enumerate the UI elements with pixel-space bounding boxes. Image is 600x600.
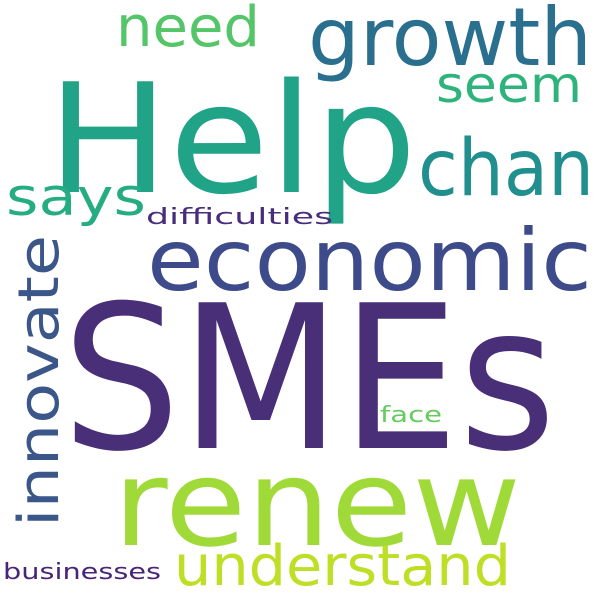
word-says: says <box>6 168 146 228</box>
word-seem: seem <box>436 56 582 114</box>
word-renew: renew <box>113 435 521 574</box>
word-difficulties: difficulties <box>146 205 333 230</box>
word-chan: chan <box>418 124 594 214</box>
word-economic: economic <box>147 211 592 311</box>
word-innovate: innovate <box>7 235 72 527</box>
word-face: face <box>380 403 442 428</box>
word-smes: SMEs <box>62 263 556 496</box>
word-need: need <box>116 0 260 60</box>
word-businesses: businesses <box>3 560 161 585</box>
word-understand: understand <box>174 534 511 599</box>
word-help: Help <box>47 51 417 228</box>
word-growth: growth <box>308 0 592 84</box>
